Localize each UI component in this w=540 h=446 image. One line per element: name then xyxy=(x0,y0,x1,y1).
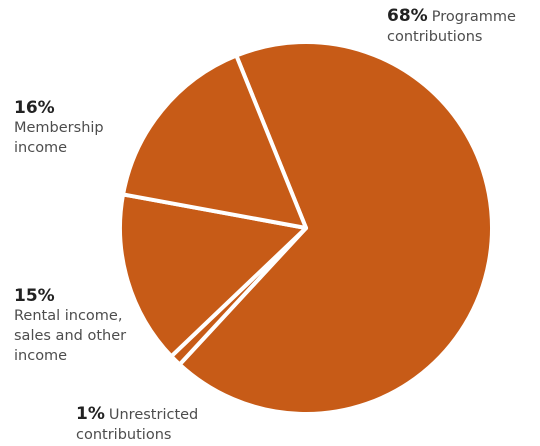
label-text-line: contributions xyxy=(387,29,483,45)
label-programme-contributions: 68% Programme contributions xyxy=(387,6,516,47)
label-text-line: sales and other xyxy=(14,328,127,344)
label-rental-sales-other: 15% Rental income, sales and other incom… xyxy=(14,286,126,366)
label-text-line: Rental income, xyxy=(14,308,123,324)
label-text-line: Membership xyxy=(14,120,104,136)
label-percent: 16% xyxy=(14,98,55,118)
label-text-line: Unrestricted xyxy=(108,407,199,423)
pie-slice-2 xyxy=(118,192,308,359)
label-text-line: contributions xyxy=(76,427,172,443)
label-text-line: Programme xyxy=(431,9,516,25)
label-text-line: income xyxy=(14,348,68,364)
pie-slice-3 xyxy=(121,53,308,230)
label-percent: 1% xyxy=(76,404,105,424)
label-membership-income: 16% Membership income xyxy=(14,98,104,158)
label-percent: 15% xyxy=(14,286,55,306)
label-unrestricted-contributions: 1% Unrestricted contributions xyxy=(76,404,198,445)
pie-slice-0 xyxy=(177,40,494,416)
label-text-line: income xyxy=(14,140,68,156)
label-percent: 68% xyxy=(387,6,428,26)
